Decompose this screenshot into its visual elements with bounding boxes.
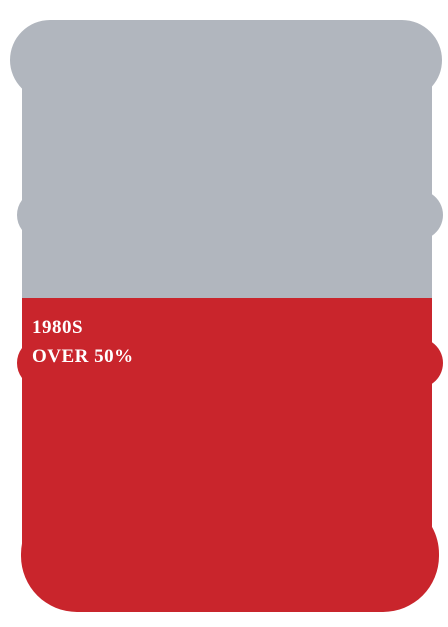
share-label: OVER 50% — [32, 346, 134, 367]
barrel-empty — [10, 20, 443, 298]
era-label: 1980S — [32, 317, 83, 338]
barrel-fill — [10, 298, 443, 612]
